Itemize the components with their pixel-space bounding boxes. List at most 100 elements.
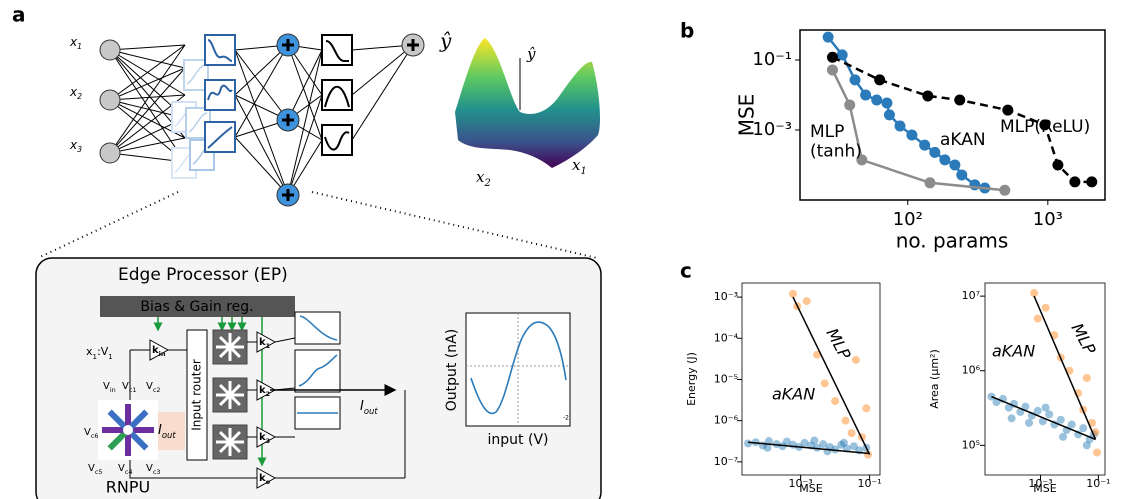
y-tick-label: 10⁻⁴	[714, 331, 739, 344]
register-label: Bias & Gain reg.	[140, 299, 253, 315]
subscript: 2	[266, 390, 271, 398]
rnpu-spoke	[228, 393, 241, 406]
edge	[234, 49, 289, 196]
rnpu-core	[123, 425, 133, 435]
input-node	[99, 39, 121, 61]
plus-sign	[282, 189, 294, 201]
zoom-line	[311, 191, 598, 259]
edge	[351, 44, 414, 96]
text: x	[86, 345, 93, 358]
subscript: 1	[266, 342, 271, 350]
label: kin	[152, 345, 166, 358]
mini-plot	[294, 349, 341, 393]
gain-amp	[256, 331, 277, 353]
y-axis-label: Energy (J)	[685, 352, 698, 406]
rnpu-spoke	[219, 345, 232, 358]
label: Vc5	[88, 463, 103, 476]
ep-title: Edge Processor (EP)	[118, 265, 288, 285]
point	[823, 447, 832, 456]
edge	[109, 137, 186, 154]
rnpu-label: RNPU	[106, 478, 150, 497]
edge-function	[207, 84, 233, 101]
label: k2	[259, 385, 270, 398]
mini-curve	[299, 315, 338, 341]
point	[839, 438, 848, 447]
text: V	[118, 463, 125, 474]
y-tick-label: 10⁻³	[752, 119, 792, 140]
point	[856, 154, 868, 166]
plot-tick: -2	[563, 415, 569, 422]
register-bar	[100, 296, 295, 317]
line: (tanh)	[810, 142, 862, 162]
subscript: 2	[483, 178, 490, 189]
subscript: 1	[108, 352, 113, 361]
edge	[234, 49, 289, 121]
label: x2	[476, 168, 491, 189]
y-tick-label: 10⁻¹	[752, 49, 792, 70]
subscript: c5	[95, 468, 103, 476]
point	[1045, 410, 1054, 419]
text: :V	[97, 345, 109, 358]
x-tick-label: 10⁻³	[789, 477, 813, 490]
wire	[129, 350, 257, 479]
point	[763, 443, 772, 452]
text: V	[88, 463, 95, 474]
label: k1	[259, 337, 271, 350]
point	[837, 440, 846, 449]
label: x1	[69, 35, 82, 51]
input-node	[99, 142, 121, 164]
point	[1021, 402, 1030, 411]
text: k	[259, 337, 266, 348]
point	[1025, 418, 1034, 427]
fit-line	[991, 395, 1096, 441]
y-axis-label: Area (μm²)	[928, 349, 941, 409]
edge	[109, 44, 186, 51]
x-tick-label: 10⁻³	[1028, 477, 1052, 490]
point	[813, 350, 822, 359]
edge	[351, 44, 414, 141]
x-tick-label: 10²	[893, 209, 923, 230]
x-tick-label: 10⁻¹	[1086, 477, 1110, 490]
text: k	[259, 473, 266, 484]
point	[1082, 441, 1091, 450]
gain-amp	[256, 426, 277, 448]
gain-amp	[149, 339, 170, 361]
subscript: c1	[129, 386, 137, 394]
panel-label: a	[12, 3, 26, 27]
series-label: aKAN	[992, 342, 1035, 361]
series-label: aKAN	[772, 385, 815, 404]
point	[956, 169, 968, 181]
point	[782, 437, 791, 446]
point	[871, 94, 883, 106]
point	[954, 94, 966, 106]
edge	[109, 44, 186, 154]
text: x	[69, 85, 78, 99]
label: Vc2	[146, 381, 161, 394]
point	[826, 51, 838, 63]
text: V	[84, 427, 91, 438]
point	[820, 379, 829, 388]
point	[929, 146, 941, 158]
y-tick-label: 10⁷	[962, 289, 980, 302]
point	[788, 289, 797, 298]
edge	[109, 44, 186, 101]
x-tick-label: 10³	[1033, 209, 1063, 230]
edge-function	[186, 64, 206, 85]
point	[800, 438, 809, 447]
point	[862, 404, 871, 413]
point	[1039, 119, 1051, 131]
rnpu-spoke	[219, 440, 232, 453]
subscript: 2	[77, 92, 82, 101]
x-axis-label: MSE	[1033, 482, 1056, 495]
rnpu-spoke	[228, 431, 241, 444]
rnpu-spoke	[219, 431, 232, 444]
label: Vc3	[146, 463, 161, 476]
edge	[234, 136, 289, 196]
point	[851, 355, 860, 364]
label: x3	[69, 138, 82, 154]
point	[1041, 303, 1050, 312]
y-tick-label: 10⁻⁶	[714, 414, 739, 427]
point	[744, 439, 753, 448]
point	[1033, 406, 1042, 415]
